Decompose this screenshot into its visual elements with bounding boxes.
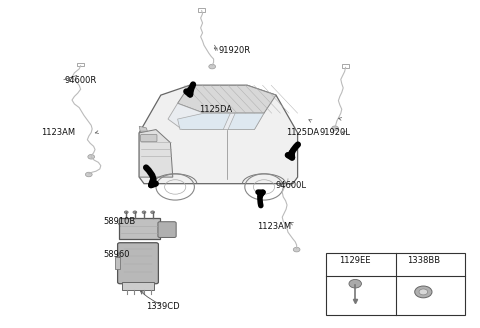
Text: 1339CD: 1339CD bbox=[146, 302, 180, 311]
Circle shape bbox=[332, 126, 338, 131]
Bar bbox=[198, 8, 205, 12]
Polygon shape bbox=[139, 130, 173, 177]
Text: 58910B: 58910B bbox=[103, 217, 135, 226]
Bar bbox=[342, 64, 349, 68]
Polygon shape bbox=[168, 103, 264, 130]
Text: 1129EE: 1129EE bbox=[339, 256, 371, 265]
Circle shape bbox=[133, 211, 137, 214]
Text: 91920R: 91920R bbox=[218, 46, 251, 55]
FancyBboxPatch shape bbox=[115, 257, 120, 269]
Circle shape bbox=[293, 247, 300, 252]
Text: 1125DA: 1125DA bbox=[286, 128, 319, 137]
Polygon shape bbox=[139, 126, 147, 131]
Text: 91920L: 91920L bbox=[319, 128, 350, 137]
Circle shape bbox=[349, 279, 361, 288]
Text: 1123AM: 1123AM bbox=[257, 222, 291, 231]
FancyBboxPatch shape bbox=[158, 222, 176, 237]
Circle shape bbox=[85, 172, 92, 177]
Bar bbox=[285, 176, 291, 179]
Bar bbox=[77, 63, 84, 67]
Text: 94600R: 94600R bbox=[65, 76, 97, 85]
Polygon shape bbox=[178, 85, 276, 113]
Circle shape bbox=[415, 286, 432, 298]
Text: 1123AM: 1123AM bbox=[41, 128, 75, 137]
FancyBboxPatch shape bbox=[119, 218, 160, 239]
Polygon shape bbox=[178, 113, 230, 130]
Bar bbox=[326, 253, 465, 315]
Circle shape bbox=[151, 211, 155, 214]
Circle shape bbox=[88, 154, 95, 159]
Text: 58960: 58960 bbox=[103, 250, 130, 259]
Text: 1338BB: 1338BB bbox=[407, 256, 440, 265]
Circle shape bbox=[124, 211, 128, 214]
Polygon shape bbox=[228, 113, 264, 130]
FancyBboxPatch shape bbox=[118, 243, 158, 284]
Text: 94600L: 94600L bbox=[276, 181, 307, 190]
FancyBboxPatch shape bbox=[141, 134, 157, 142]
Text: 1125DA: 1125DA bbox=[199, 105, 232, 114]
FancyBboxPatch shape bbox=[122, 282, 154, 290]
Polygon shape bbox=[139, 85, 298, 184]
Circle shape bbox=[419, 289, 428, 295]
Circle shape bbox=[209, 64, 216, 69]
Circle shape bbox=[142, 211, 146, 214]
